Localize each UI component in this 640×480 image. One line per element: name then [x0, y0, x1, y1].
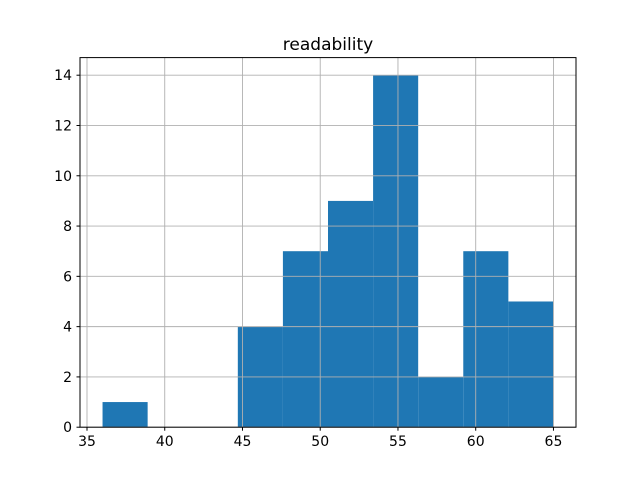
y-tick-label: 6	[63, 269, 72, 285]
y-tick-label: 10	[54, 169, 72, 185]
x-tick-label: 60	[467, 434, 485, 450]
x-tick-label: 55	[389, 434, 407, 450]
y-tick-label: 4	[63, 320, 72, 336]
y-tick-label: 14	[54, 68, 72, 84]
tick-marks-group	[76, 74, 554, 431]
y-tick-label: 12	[54, 118, 72, 134]
tick-labels-group: 35 40 45 50 55 60 65 0 2 4 6 8 10 12 14	[54, 68, 562, 450]
x-tick-label: 35	[78, 434, 96, 450]
x-tick-label: 45	[234, 434, 252, 450]
histogram-bar	[463, 251, 509, 428]
histogram-bar	[508, 301, 554, 428]
bars-group	[102, 75, 554, 428]
x-tick-label: 40	[156, 434, 174, 450]
axes-spines-group	[79, 57, 577, 428]
y-tick-label: 0	[63, 420, 72, 436]
histogram-bar	[418, 376, 464, 428]
plot-border	[79, 57, 577, 428]
histogram-bar	[328, 200, 374, 428]
y-tick-label: 8	[63, 219, 72, 235]
y-tick-label: 2	[63, 370, 72, 386]
x-tick-label: 65	[545, 434, 563, 450]
x-tick-label: 50	[311, 434, 329, 450]
histogram-bar	[102, 402, 148, 428]
chart-title: readability	[283, 35, 373, 55]
histogram-bar	[373, 75, 419, 428]
histogram-bar	[282, 251, 328, 428]
